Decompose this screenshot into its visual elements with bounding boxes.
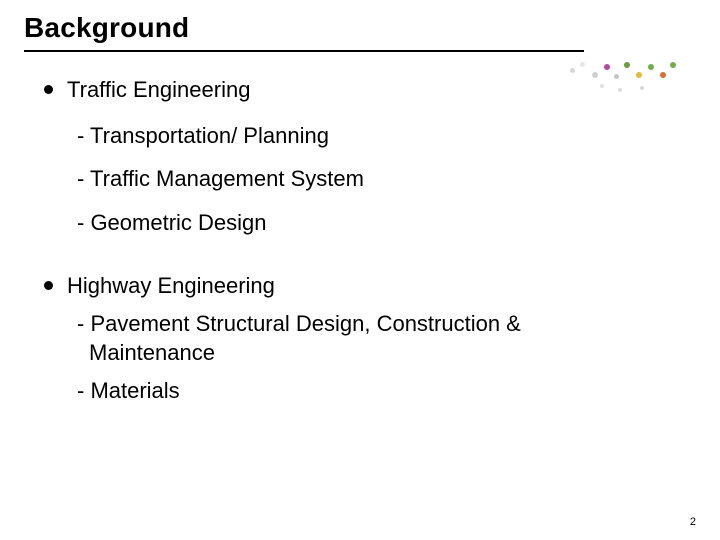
slide: Background Traffic Engineering - Transpo… bbox=[0, 0, 720, 540]
spacer bbox=[44, 252, 696, 272]
page-number: 2 bbox=[690, 516, 696, 528]
bullet-disc-icon bbox=[44, 281, 53, 290]
decor-dot bbox=[614, 74, 619, 79]
sub-item: - Traffic Management System bbox=[77, 165, 696, 193]
bullet-heading: Highway Engineering bbox=[67, 272, 275, 300]
sub-item: - Geometric Design bbox=[77, 209, 696, 237]
sub-item: - Materials bbox=[77, 377, 696, 405]
sub-item: - Transportation/ Planning bbox=[77, 122, 696, 150]
decor-dot bbox=[580, 62, 585, 67]
decor-dot bbox=[604, 64, 610, 70]
bullet-item: Highway Engineering bbox=[44, 272, 696, 300]
decor-dot bbox=[636, 72, 642, 78]
bullet-heading: Traffic Engineering bbox=[67, 76, 250, 104]
decor-dot bbox=[618, 88, 622, 92]
content-area: Traffic Engineering - Transportation/ Pl… bbox=[24, 74, 696, 404]
decor-dot bbox=[592, 72, 598, 78]
decor-dot bbox=[670, 62, 676, 68]
sub-item-continuation: Maintenance bbox=[77, 339, 696, 367]
decor-dot bbox=[600, 84, 604, 88]
decor-dot bbox=[660, 72, 666, 78]
decor-dots bbox=[570, 54, 690, 102]
title-underline: Background bbox=[24, 12, 584, 52]
decor-dot bbox=[648, 64, 654, 70]
slide-title: Background bbox=[24, 12, 584, 44]
sub-item: - Pavement Structural Design, Constructi… bbox=[77, 310, 696, 338]
decor-dot bbox=[570, 68, 575, 73]
decor-dot bbox=[624, 62, 630, 68]
bullet-disc-icon bbox=[44, 85, 53, 94]
decor-dot bbox=[640, 86, 644, 90]
